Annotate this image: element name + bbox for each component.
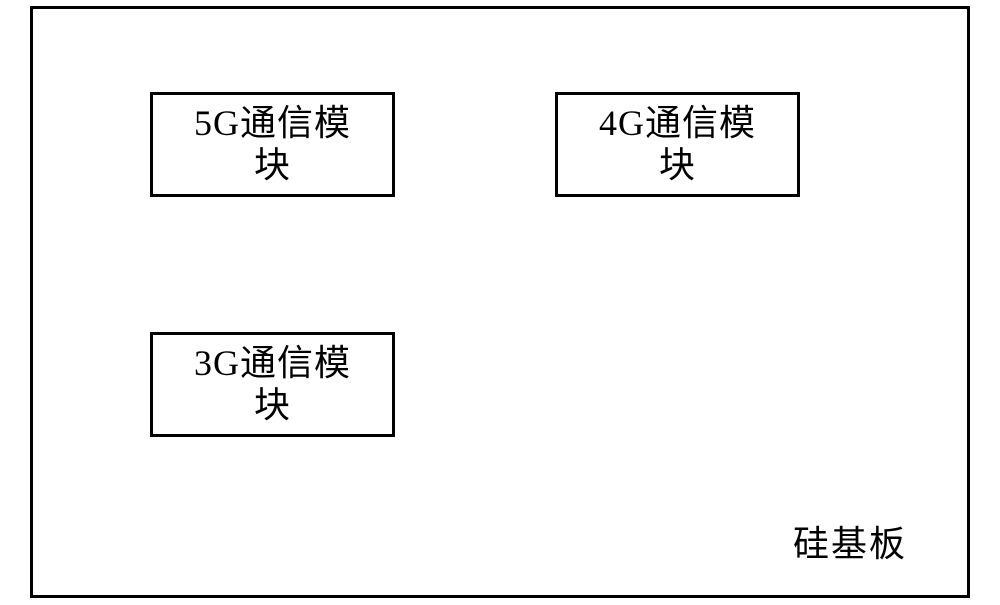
module-3g: 3G通信模 块	[150, 332, 395, 437]
board-label: 硅基板	[793, 515, 907, 567]
module-5g-label: 5G通信模 块	[194, 103, 351, 186]
module-4g-label: 4G通信模 块	[599, 103, 756, 186]
module-4g: 4G通信模 块	[555, 92, 800, 197]
module-5g: 5G通信模 块	[150, 92, 395, 197]
module-3g-label: 3G通信模 块	[194, 343, 351, 426]
